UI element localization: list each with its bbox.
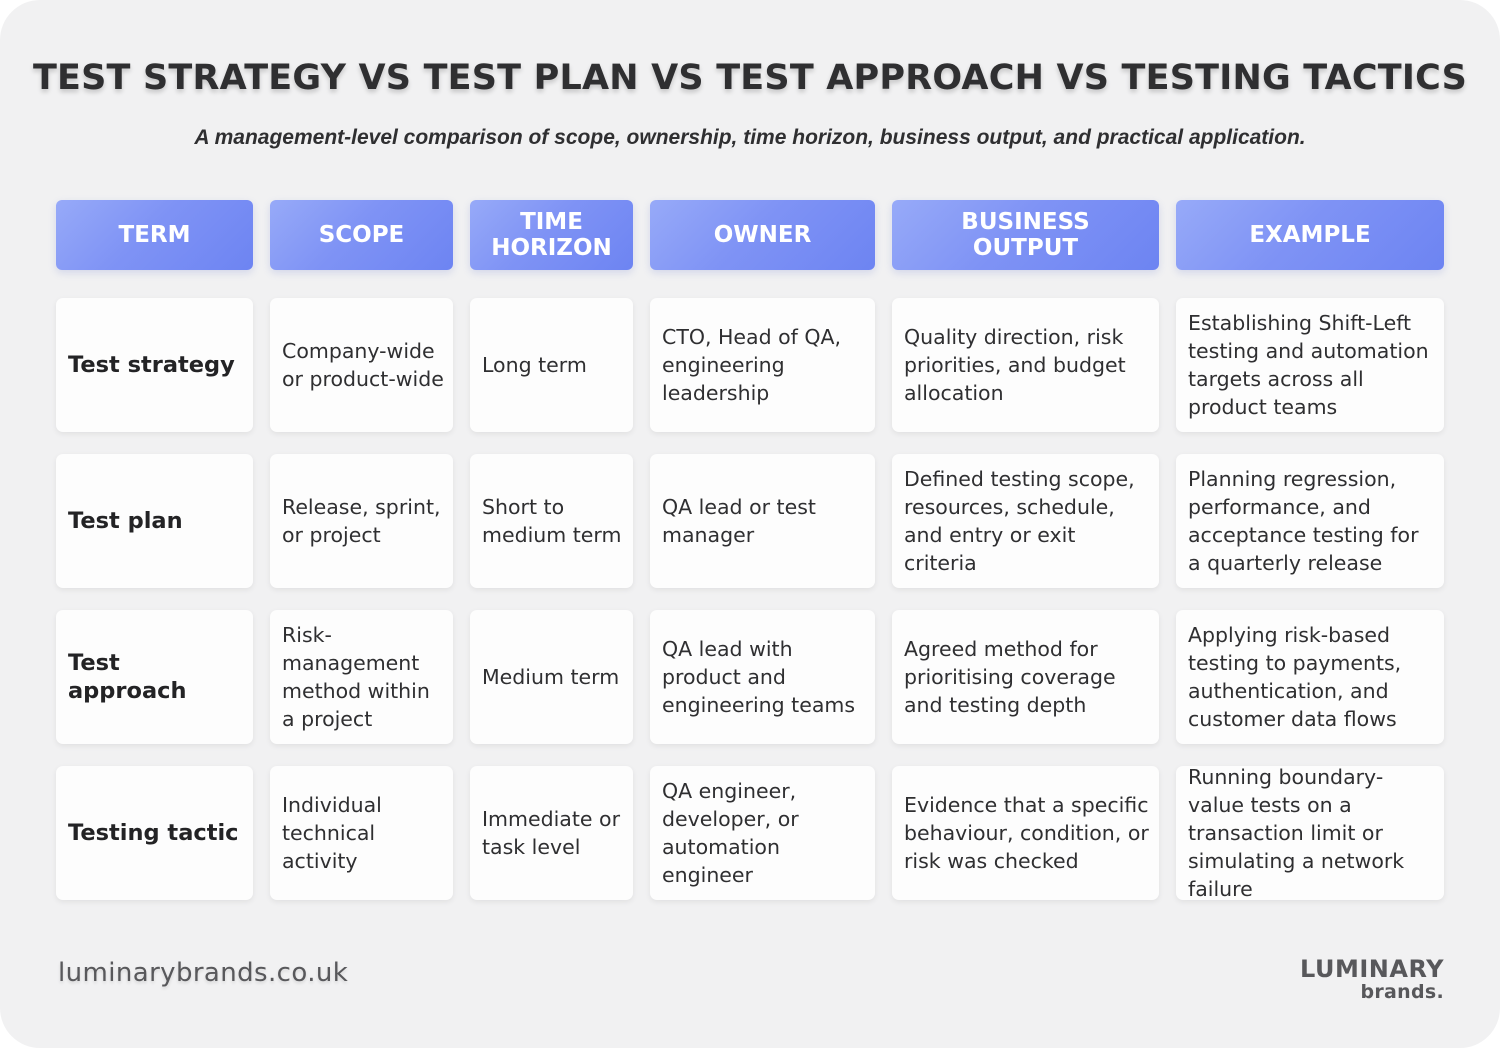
- business-output-cell: Evidence that a specific behaviour, cond…: [892, 766, 1159, 900]
- time-horizon-cell: Medium term: [470, 610, 633, 744]
- table-row: Test approach Risk-management method wit…: [56, 610, 1444, 744]
- table-header-row: TERM SCOPE TIME HORIZON OWNER BUSINESS O…: [56, 200, 1444, 270]
- header-time-horizon: TIME HORIZON: [470, 200, 633, 270]
- example-cell: Running boundary-value tests on a transa…: [1176, 765, 1444, 901]
- logo-subtext: brands.: [1360, 981, 1444, 1003]
- scope-cell: Risk-management method within a project: [270, 610, 453, 744]
- example-cell: Planning regression, performance, and ac…: [1176, 454, 1444, 588]
- brand-logo: LUMINARY brands.: [1300, 956, 1444, 1002]
- time-horizon-cell: Immediate or task level: [470, 766, 633, 900]
- business-output-cell: Quality direction, risk priorities, and …: [892, 298, 1159, 432]
- scope-cell: Individual technical activity: [270, 766, 453, 900]
- example-cell: Establishing Shift-Left testing and auto…: [1176, 298, 1444, 432]
- table-row: Testing tactic Individual technical acti…: [56, 765, 1444, 901]
- table-row: Test strategy Company-wide or product-wi…: [56, 298, 1444, 432]
- term-cell: Test plan: [56, 454, 253, 588]
- business-output-cell: Agreed method for prioritising coverage …: [892, 610, 1159, 744]
- term-cell: Testing tactic: [56, 766, 253, 900]
- header-business-output: BUSINESS OUTPUT: [892, 200, 1159, 270]
- header-scope: SCOPE: [270, 200, 453, 270]
- owner-cell: QA engineer, developer, or automation en…: [650, 766, 875, 900]
- business-output-cell: Defined testing scope, resources, schedu…: [892, 454, 1159, 588]
- time-horizon-cell: Long term: [470, 298, 633, 432]
- page-subtitle: A management-level comparison of scope, …: [194, 126, 1306, 149]
- header-term: TERM: [56, 200, 253, 270]
- owner-cell: QA lead with product and engineering tea…: [650, 610, 875, 744]
- header-owner: OWNER: [650, 200, 875, 270]
- table-row: Test plan Release, sprint, or project Sh…: [56, 454, 1444, 588]
- scope-cell: Company-wide or product-wide: [270, 298, 453, 432]
- example-cell: Applying risk-based testing to payments,…: [1176, 610, 1444, 744]
- term-cell: Test approach: [56, 610, 253, 744]
- term-cell: Test strategy: [56, 298, 253, 432]
- logo-wordmark: LUMINARY: [1300, 955, 1444, 983]
- footer-url: luminarybrands.co.uk: [58, 958, 349, 988]
- page-title: TEST STRATEGY VS TEST PLAN VS TEST APPRO…: [32, 58, 1468, 98]
- scope-cell: Release, sprint, or project: [270, 454, 453, 588]
- owner-cell: QA lead or test manager: [650, 454, 875, 588]
- time-horizon-cell: Short to medium term: [470, 454, 633, 588]
- owner-cell: CTO, Head of QA, engineering leadership: [650, 298, 875, 432]
- header-example: EXAMPLE: [1176, 200, 1444, 270]
